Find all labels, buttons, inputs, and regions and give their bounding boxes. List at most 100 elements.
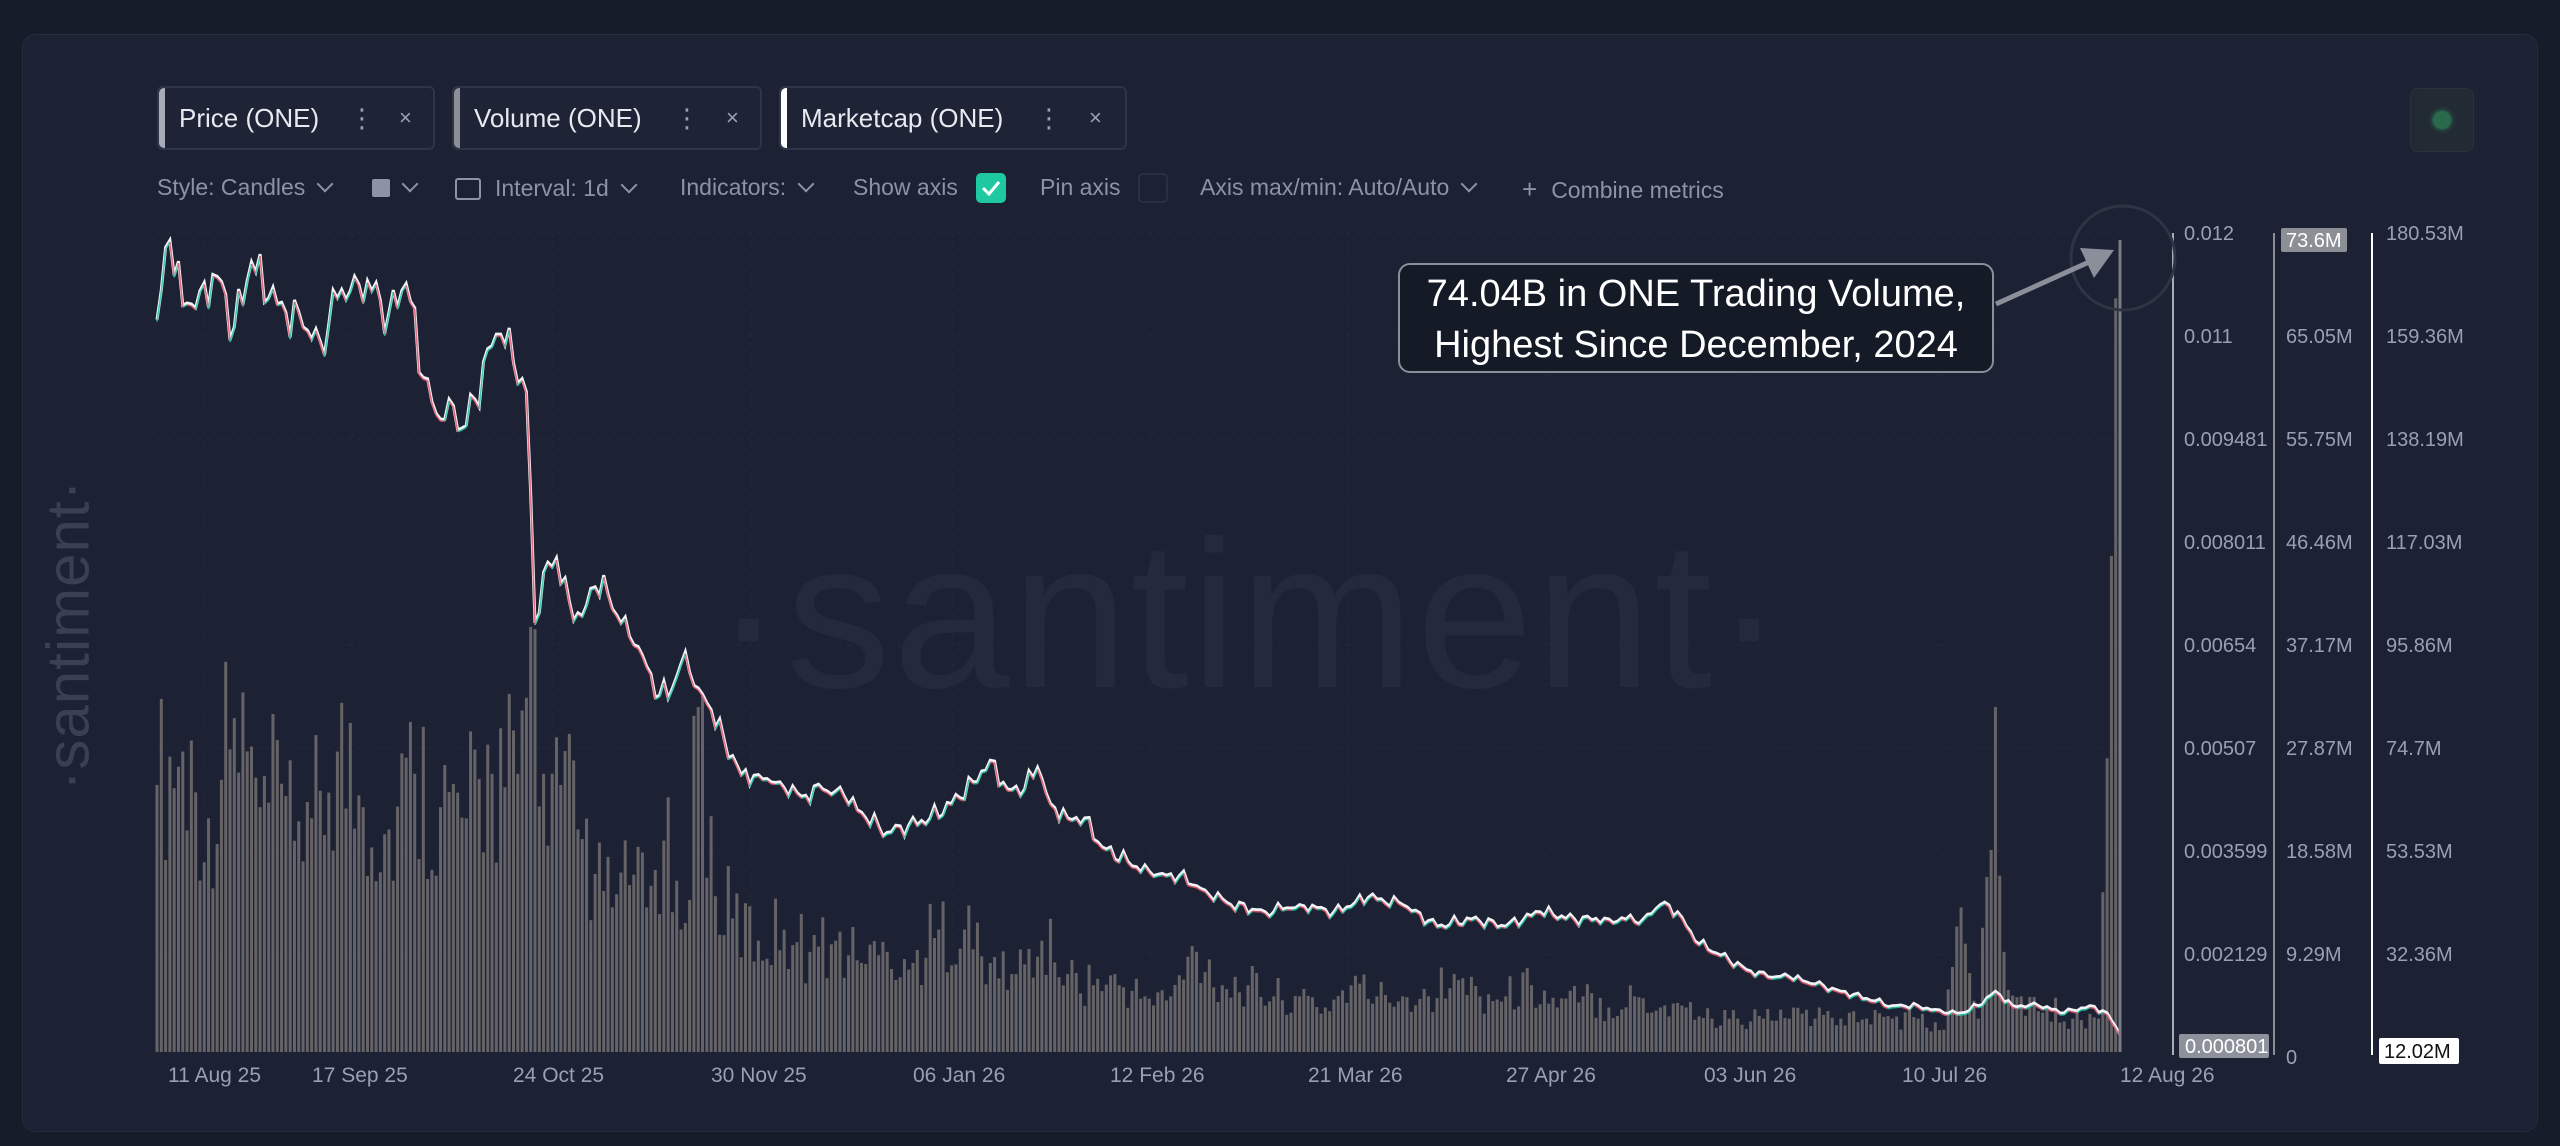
chart-settings-button[interactable] <box>2410 88 2474 152</box>
volume-bar <box>387 829 391 1052</box>
candle-down <box>2037 1007 2044 1011</box>
volume-bar <box>1263 1005 1267 1052</box>
volume-bar <box>1555 1007 1559 1052</box>
volume-bar <box>971 949 975 1052</box>
volume-bar <box>1255 972 1259 1052</box>
candle-down <box>2068 1010 2073 1013</box>
candle-down <box>594 588 601 599</box>
tab-price-close-icon[interactable]: × <box>399 105 412 130</box>
candle-up <box>2098 1011 2104 1016</box>
candle-down <box>1604 919 1610 922</box>
candle-down <box>1114 860 1120 864</box>
volume-bar <box>1392 1006 1396 1052</box>
candle-up <box>1166 875 1171 878</box>
tab-price[interactable]: Price (ONE) ⋮ × <box>157 86 435 150</box>
show-axis-toggle[interactable]: Show axis <box>853 174 958 201</box>
candle-up <box>487 346 493 352</box>
volume-bar <box>1736 1018 1740 1052</box>
candle-up <box>1565 915 1571 922</box>
candle-down <box>1501 926 1506 930</box>
tab-marketcap-close-icon[interactable]: × <box>1089 105 1102 130</box>
candle-up <box>680 653 687 666</box>
candle-up <box>942 804 949 817</box>
volume-bar <box>1985 876 1989 1052</box>
candle-down <box>1797 977 1803 984</box>
volume-bar <box>1731 1010 1735 1052</box>
style-dropdown[interactable]: Style: Candles <box>157 174 334 201</box>
volume-bar <box>868 944 872 1052</box>
volume-bar <box>941 901 945 1052</box>
volume-bar <box>477 779 481 1052</box>
candle-down <box>1337 906 1344 914</box>
candle-up <box>1780 975 1786 980</box>
candle-down <box>190 305 197 311</box>
volume-bar <box>1031 977 1035 1052</box>
indicators-dropdown[interactable]: Indicators: <box>680 174 815 201</box>
volume-bar <box>585 818 589 1052</box>
volume-bar <box>1633 996 1637 1052</box>
volume-bar <box>1259 996 1263 1052</box>
candle-up <box>809 787 815 805</box>
pin-axis-checkbox[interactable] <box>1138 173 1168 203</box>
volume-bar <box>1435 998 1439 1052</box>
candle-down <box>701 695 708 706</box>
tab-volume-close-icon[interactable]: × <box>726 105 739 130</box>
volume-bar <box>1100 991 1104 1052</box>
candle-down <box>392 291 399 310</box>
volume-bar <box>1010 974 1014 1052</box>
price-tick-label: 0.00654 <box>2184 635 2256 657</box>
tab-volume[interactable]: Volume (ONE) ⋮ × <box>452 86 762 150</box>
pin-axis-toggle[interactable]: Pin axis <box>1040 174 1121 201</box>
candle-up <box>620 618 626 626</box>
candle-up <box>903 826 910 839</box>
check-icon <box>981 181 1001 197</box>
candle-down <box>177 263 184 308</box>
volume-bar <box>464 818 468 1052</box>
tab-marketcap[interactable]: Marketcap (ONE) ⋮ × <box>779 86 1127 150</box>
tab-price-menu-icon[interactable]: ⋮ <box>349 102 375 133</box>
tab-marketcap-menu-icon[interactable]: ⋮ <box>1036 102 1062 133</box>
candle-down <box>1539 913 1545 919</box>
candle-up <box>1268 913 1275 919</box>
volume-bar <box>1371 1003 1375 1052</box>
volume-bar <box>1684 1007 1688 1052</box>
tab-volume-menu-icon[interactable]: ⋮ <box>674 102 700 133</box>
volume-bar <box>1564 998 1568 1052</box>
candle-down <box>1419 914 1425 927</box>
candle-up <box>1732 963 1739 970</box>
candle-up <box>998 783 1004 788</box>
interval-dropdown[interactable]: Interval: 1d <box>455 174 638 202</box>
candle-down <box>1440 926 1446 930</box>
candle-up <box>1346 907 1352 910</box>
volume-bar <box>310 818 314 1052</box>
candle-down <box>624 618 631 639</box>
volume-bar <box>1087 964 1091 1052</box>
candle-down <box>366 282 373 294</box>
volume-bar <box>675 880 679 1052</box>
volume-bar <box>2088 1013 2092 1052</box>
style-dropdown-label: Style: Candles <box>157 174 306 200</box>
candle-down <box>418 373 424 380</box>
volume-bar <box>1323 1007 1327 1052</box>
color-dropdown[interactable] <box>372 174 419 201</box>
candle-down <box>1075 819 1082 827</box>
show-axis-checkbox[interactable] <box>976 173 1006 203</box>
volume-bar <box>1216 1002 1220 1052</box>
candle-down <box>1170 875 1176 885</box>
candle-up <box>1978 1005 1983 1009</box>
candle-down <box>693 686 699 691</box>
combine-metrics-button[interactable]: + Combine metrics <box>1522 174 1724 205</box>
candle-up <box>847 799 854 807</box>
volume-bar <box>1117 985 1121 1052</box>
candle-up <box>345 292 352 302</box>
volume-tick-label: 55.75M <box>2286 429 2353 451</box>
volume-bar <box>705 877 709 1052</box>
candle-down <box>822 790 828 794</box>
volume-bar <box>2114 298 2118 1052</box>
candle-down <box>779 783 785 791</box>
volume-bar <box>885 951 889 1052</box>
axis-maxmin-dropdown[interactable]: Axis max/min: Auto/Auto <box>1200 174 1478 201</box>
candle-up <box>2016 1006 2022 1010</box>
candle-down <box>1067 819 1073 823</box>
candle-up <box>1659 903 1666 908</box>
